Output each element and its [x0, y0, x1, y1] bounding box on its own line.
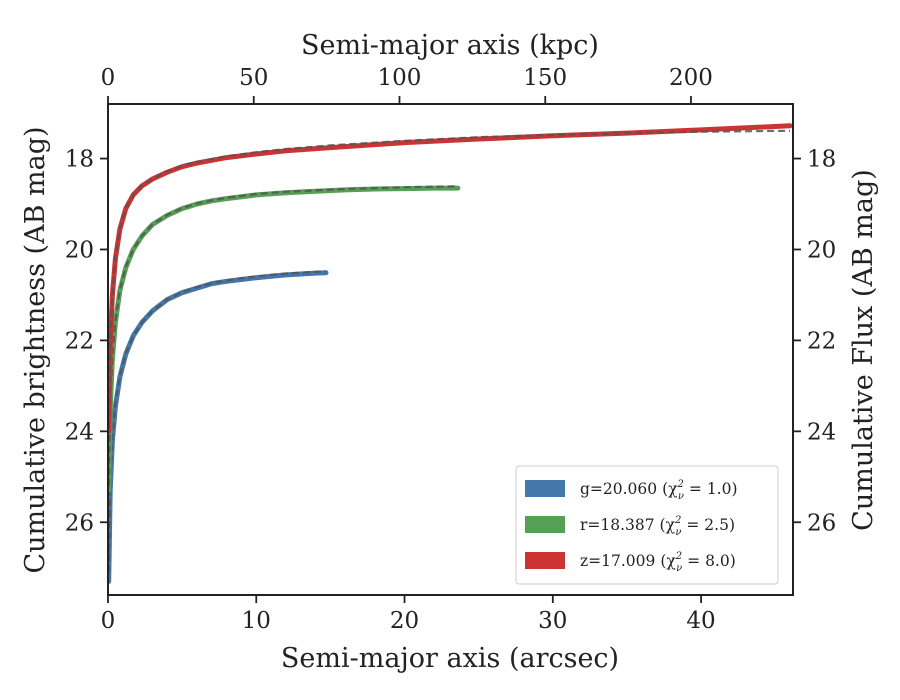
- y-tick-label: 20: [65, 237, 94, 263]
- x-tick-label: 30: [538, 608, 567, 634]
- x-tick-label: 10: [242, 608, 271, 634]
- x-axis-top-title: Semi-major axis (kpc): [301, 30, 599, 61]
- legend-swatch-0: [525, 480, 565, 497]
- series-r-line: [108, 185, 461, 493]
- y-tick-label: 24: [65, 419, 94, 445]
- y-tick-label: 22: [65, 328, 94, 354]
- plot-area: [108, 123, 793, 584]
- x-axis-title: Semi-major axis (arcsec): [281, 643, 619, 674]
- y-axis-right-title: Cumulative Flux (AB mag): [848, 169, 879, 531]
- legend-label-2: z=17.009 (χ2 ν = 8.0): [580, 551, 736, 574]
- series-z-line: [108, 123, 793, 434]
- y-right-tick-label: 22: [807, 328, 836, 354]
- y-tick-label: 18: [65, 147, 94, 173]
- y-right-tick-label: 26: [807, 510, 836, 536]
- legend-label-0: g=20.060 (χ2 ν = 1.0): [580, 479, 738, 502]
- series-g-line: [108, 270, 329, 584]
- x-top-tick-label: 0: [101, 65, 116, 91]
- series-r-model-line: [108, 185, 458, 486]
- x-tick-label: 20: [390, 608, 419, 634]
- legend-frame: [515, 465, 779, 585]
- x-tick-label: 40: [686, 608, 715, 634]
- y-right-tick-label: 24: [807, 419, 836, 445]
- y-axis-title: Cumulative brightness (AB mag): [20, 126, 51, 573]
- legend: g=20.060 (χ2 ν = 1.0) r=18.387 (χ2 ν = 2.5)…: [515, 465, 779, 585]
- x-tick-label: 0: [101, 608, 116, 634]
- series-group: [108, 123, 793, 584]
- series-z-model-line: [108, 129, 791, 427]
- x-top-tick-label: 100: [378, 65, 422, 91]
- y-right-tick-label: 20: [807, 237, 836, 263]
- plot-frame: [107, 103, 794, 596]
- axes: 0 10 20 30 40 0 50 100 150 200 18 18 20 20 22 22 24 24 26 2…: [65, 65, 837, 634]
- y-tick-label: 26: [65, 510, 94, 536]
- y-right-tick-label: 18: [807, 147, 836, 173]
- series-g-model-line: [108, 270, 327, 573]
- legend-label-1: r=18.387 (χ2 ν = 2.5): [580, 515, 735, 538]
- legend-swatch-1: [525, 516, 565, 533]
- legend-swatch-2: [525, 552, 565, 569]
- x-top-tick-label: 200: [669, 65, 713, 91]
- x-top-tick-label: 150: [523, 65, 567, 91]
- x-top-tick-label: 50: [239, 65, 268, 91]
